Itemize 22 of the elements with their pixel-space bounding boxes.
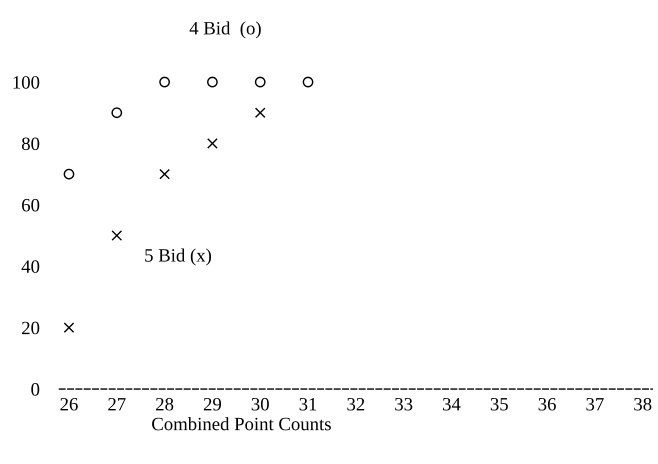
x-tick-label: 30 bbox=[252, 398, 269, 411]
x-tick-label: 32 bbox=[347, 398, 364, 411]
x-tick-label: 36 bbox=[538, 398, 556, 411]
x-tick-label: 38 bbox=[634, 398, 652, 411]
x-tick-label: 34 bbox=[442, 398, 461, 411]
x-tick-label: 35 bbox=[490, 398, 508, 411]
y-tick-label: 0 bbox=[31, 383, 40, 396]
x-tick-label: 26 bbox=[60, 398, 78, 411]
x-tick-label: 27 bbox=[108, 398, 126, 410]
y-tick-label: 80 bbox=[22, 137, 40, 150]
y-tick-label: 60 bbox=[22, 198, 40, 212]
x-tick-label: 29 bbox=[204, 398, 222, 411]
x-axis-title: Combined Point Counts bbox=[152, 417, 331, 430]
series-label: 5 Bid (x) bbox=[145, 248, 212, 266]
x-tick-label: 37 bbox=[586, 398, 604, 411]
y-tick-label: 100 bbox=[13, 76, 40, 89]
text: 4 Bid (o) bbox=[190, 21, 261, 38]
x-tick-label: 33 bbox=[395, 398, 412, 411]
x-tick-label: 31 bbox=[300, 398, 316, 411]
x-tick-label: 28 bbox=[156, 398, 174, 411]
y-tick-label: 40 bbox=[22, 260, 40, 273]
y-tick-label: 20 bbox=[22, 322, 40, 334]
